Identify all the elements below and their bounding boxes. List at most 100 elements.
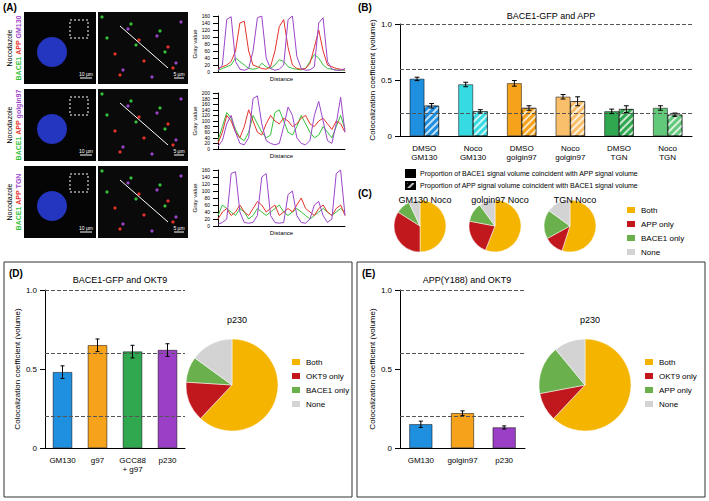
svg-text:60: 60 — [204, 48, 210, 54]
svg-text:+ g97: + g97 — [122, 465, 143, 474]
svg-text:Both: Both — [641, 206, 657, 215]
svg-text:10 µm: 10 µm — [79, 148, 93, 154]
svg-text:200: 200 — [202, 90, 211, 96]
svg-text:None: None — [659, 400, 679, 409]
svg-text:20: 20 — [204, 62, 210, 68]
svg-text:BACE1-GFP and OKT9: BACE1-GFP and OKT9 — [73, 275, 167, 285]
svg-text:60: 60 — [204, 129, 210, 135]
svg-text:None: None — [641, 248, 661, 257]
svg-text:160: 160 — [202, 101, 211, 107]
svg-text:10 µm: 10 µm — [79, 71, 93, 77]
svg-text:Gray value: Gray value — [192, 106, 198, 136]
svg-text:5 µm: 5 µm — [173, 71, 184, 77]
svg-text:Noco: Noco — [658, 144, 677, 153]
svg-text:140: 140 — [202, 107, 211, 113]
svg-text:Proportion of APP signal volum: Proportion of APP signal volume coincide… — [420, 182, 638, 190]
svg-text:Distance: Distance — [270, 76, 294, 82]
svg-text:120: 120 — [202, 27, 211, 33]
svg-text:0.5: 0.5 — [381, 76, 393, 85]
svg-text:(D): (D) — [9, 268, 23, 279]
svg-text:GM130: GM130 — [408, 456, 435, 465]
svg-text:Nocodazole: Nocodazole — [6, 183, 13, 220]
svg-text:100: 100 — [202, 188, 211, 194]
svg-text:0: 0 — [207, 223, 210, 229]
svg-text:140: 140 — [202, 174, 211, 180]
svg-text:DMSO: DMSO — [412, 144, 436, 153]
svg-text:0.5: 0.5 — [381, 365, 393, 374]
svg-text:120: 120 — [202, 181, 211, 187]
svg-text:0: 0 — [207, 146, 210, 152]
svg-text:140: 140 — [202, 20, 211, 26]
svg-text:APP only: APP only — [659, 386, 692, 395]
svg-text:5 µm: 5 µm — [173, 225, 184, 231]
svg-text:(A): (A) — [3, 2, 17, 13]
svg-text:golgin97: golgin97 — [15, 89, 23, 118]
svg-text:BACE1: BACE1 — [15, 137, 22, 161]
svg-text:g97: g97 — [91, 456, 105, 465]
svg-text:0: 0 — [388, 132, 393, 141]
svg-text:40: 40 — [204, 209, 210, 215]
svg-text:Nocodazole: Nocodazole — [6, 29, 13, 66]
svg-text:40: 40 — [204, 135, 210, 141]
svg-text:Both: Both — [306, 358, 322, 367]
svg-text:APP only: APP only — [641, 220, 674, 229]
svg-text:p230: p230 — [580, 315, 600, 325]
svg-text:TGN: TGN — [611, 153, 628, 162]
svg-text:golgin97: golgin97 — [447, 456, 478, 465]
svg-text:TGN Noco: TGN Noco — [554, 195, 597, 205]
svg-text:GM130: GM130 — [15, 15, 22, 38]
svg-text:(C): (C) — [358, 188, 372, 199]
svg-text:0: 0 — [207, 69, 210, 75]
svg-text:0: 0 — [33, 444, 38, 453]
svg-text:OKT9 only: OKT9 only — [659, 372, 697, 381]
svg-text:Both: Both — [659, 358, 675, 367]
svg-text:APP: APP — [15, 40, 22, 55]
svg-text:Distance: Distance — [270, 153, 294, 159]
svg-text:Noco: Noco — [561, 144, 580, 153]
svg-text:Gray value: Gray value — [192, 29, 198, 59]
svg-text:OKT9 only: OKT9 only — [306, 372, 344, 381]
svg-text:Gray value: Gray value — [192, 183, 198, 213]
svg-text:APP(Y188) and OKT9: APP(Y188) and OKT9 — [423, 275, 512, 285]
svg-text:BACE1 only: BACE1 only — [641, 234, 684, 243]
svg-text:golgin97 Noco: golgin97 Noco — [471, 195, 529, 205]
svg-text:180: 180 — [202, 96, 211, 102]
svg-text:p230: p230 — [159, 456, 177, 465]
svg-text:Nocodazole: Nocodazole — [6, 106, 13, 143]
svg-text:(E): (E) — [362, 268, 375, 279]
svg-text:120: 120 — [202, 112, 211, 118]
svg-text:1.0: 1.0 — [381, 20, 393, 29]
svg-text:100: 100 — [202, 34, 211, 40]
svg-text:20: 20 — [204, 216, 210, 222]
svg-text:Distance: Distance — [270, 230, 294, 236]
svg-text:Colocalization coefficient (vo: Colocalization coefficient (volume) — [368, 19, 377, 141]
svg-text:160: 160 — [202, 167, 211, 173]
svg-text:10 µm: 10 µm — [79, 225, 93, 231]
svg-text:40: 40 — [204, 55, 210, 61]
svg-text:BACE1: BACE1 — [15, 207, 22, 231]
svg-text:(B): (B) — [358, 2, 372, 13]
svg-text:Colocalization coefficient (vo: Colocalization coefficient (volume) — [13, 308, 22, 430]
svg-text:Colocalization coefficient (vo: Colocalization coefficient (volume) — [368, 308, 377, 430]
svg-text:BACE1-GFP and APP: BACE1-GFP and APP — [507, 11, 595, 21]
svg-text:Noco: Noco — [464, 144, 483, 153]
svg-text:1.0: 1.0 — [381, 286, 393, 295]
svg-text:p230: p230 — [495, 456, 513, 465]
svg-text:80: 80 — [204, 124, 210, 130]
svg-text:80: 80 — [204, 195, 210, 201]
svg-text:80: 80 — [204, 41, 210, 47]
svg-text:TGN: TGN — [15, 174, 22, 189]
svg-text:GCC88: GCC88 — [119, 456, 146, 465]
svg-text:GM130 Noco: GM130 Noco — [398, 195, 451, 205]
svg-text:DMSO: DMSO — [510, 144, 534, 153]
svg-text:golgin97: golgin97 — [507, 153, 538, 162]
svg-text:BACE1 only: BACE1 only — [306, 386, 349, 395]
svg-text:APP: APP — [15, 190, 22, 205]
svg-text:TGN: TGN — [659, 153, 676, 162]
svg-text:0: 0 — [388, 444, 393, 453]
svg-text:p230: p230 — [227, 315, 247, 325]
svg-text:5 µm: 5 µm — [173, 148, 184, 154]
svg-text:None: None — [306, 400, 326, 409]
svg-text:BACE1: BACE1 — [15, 57, 22, 81]
svg-text:Proportion of BACE1 signal vol: Proportion of BACE1 signal volume coinci… — [420, 170, 638, 178]
